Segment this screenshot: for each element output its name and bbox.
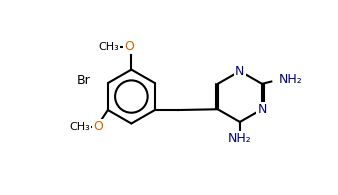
Text: NH₂: NH₂ (279, 74, 303, 87)
Text: CH₃: CH₃ (70, 122, 90, 132)
Text: N: N (235, 65, 245, 78)
Text: CH₃: CH₃ (98, 42, 119, 51)
Text: O: O (94, 121, 103, 133)
Text: O: O (124, 40, 134, 53)
Text: Br: Br (77, 74, 91, 87)
Text: N: N (257, 103, 267, 116)
Text: NH₂: NH₂ (228, 132, 252, 145)
